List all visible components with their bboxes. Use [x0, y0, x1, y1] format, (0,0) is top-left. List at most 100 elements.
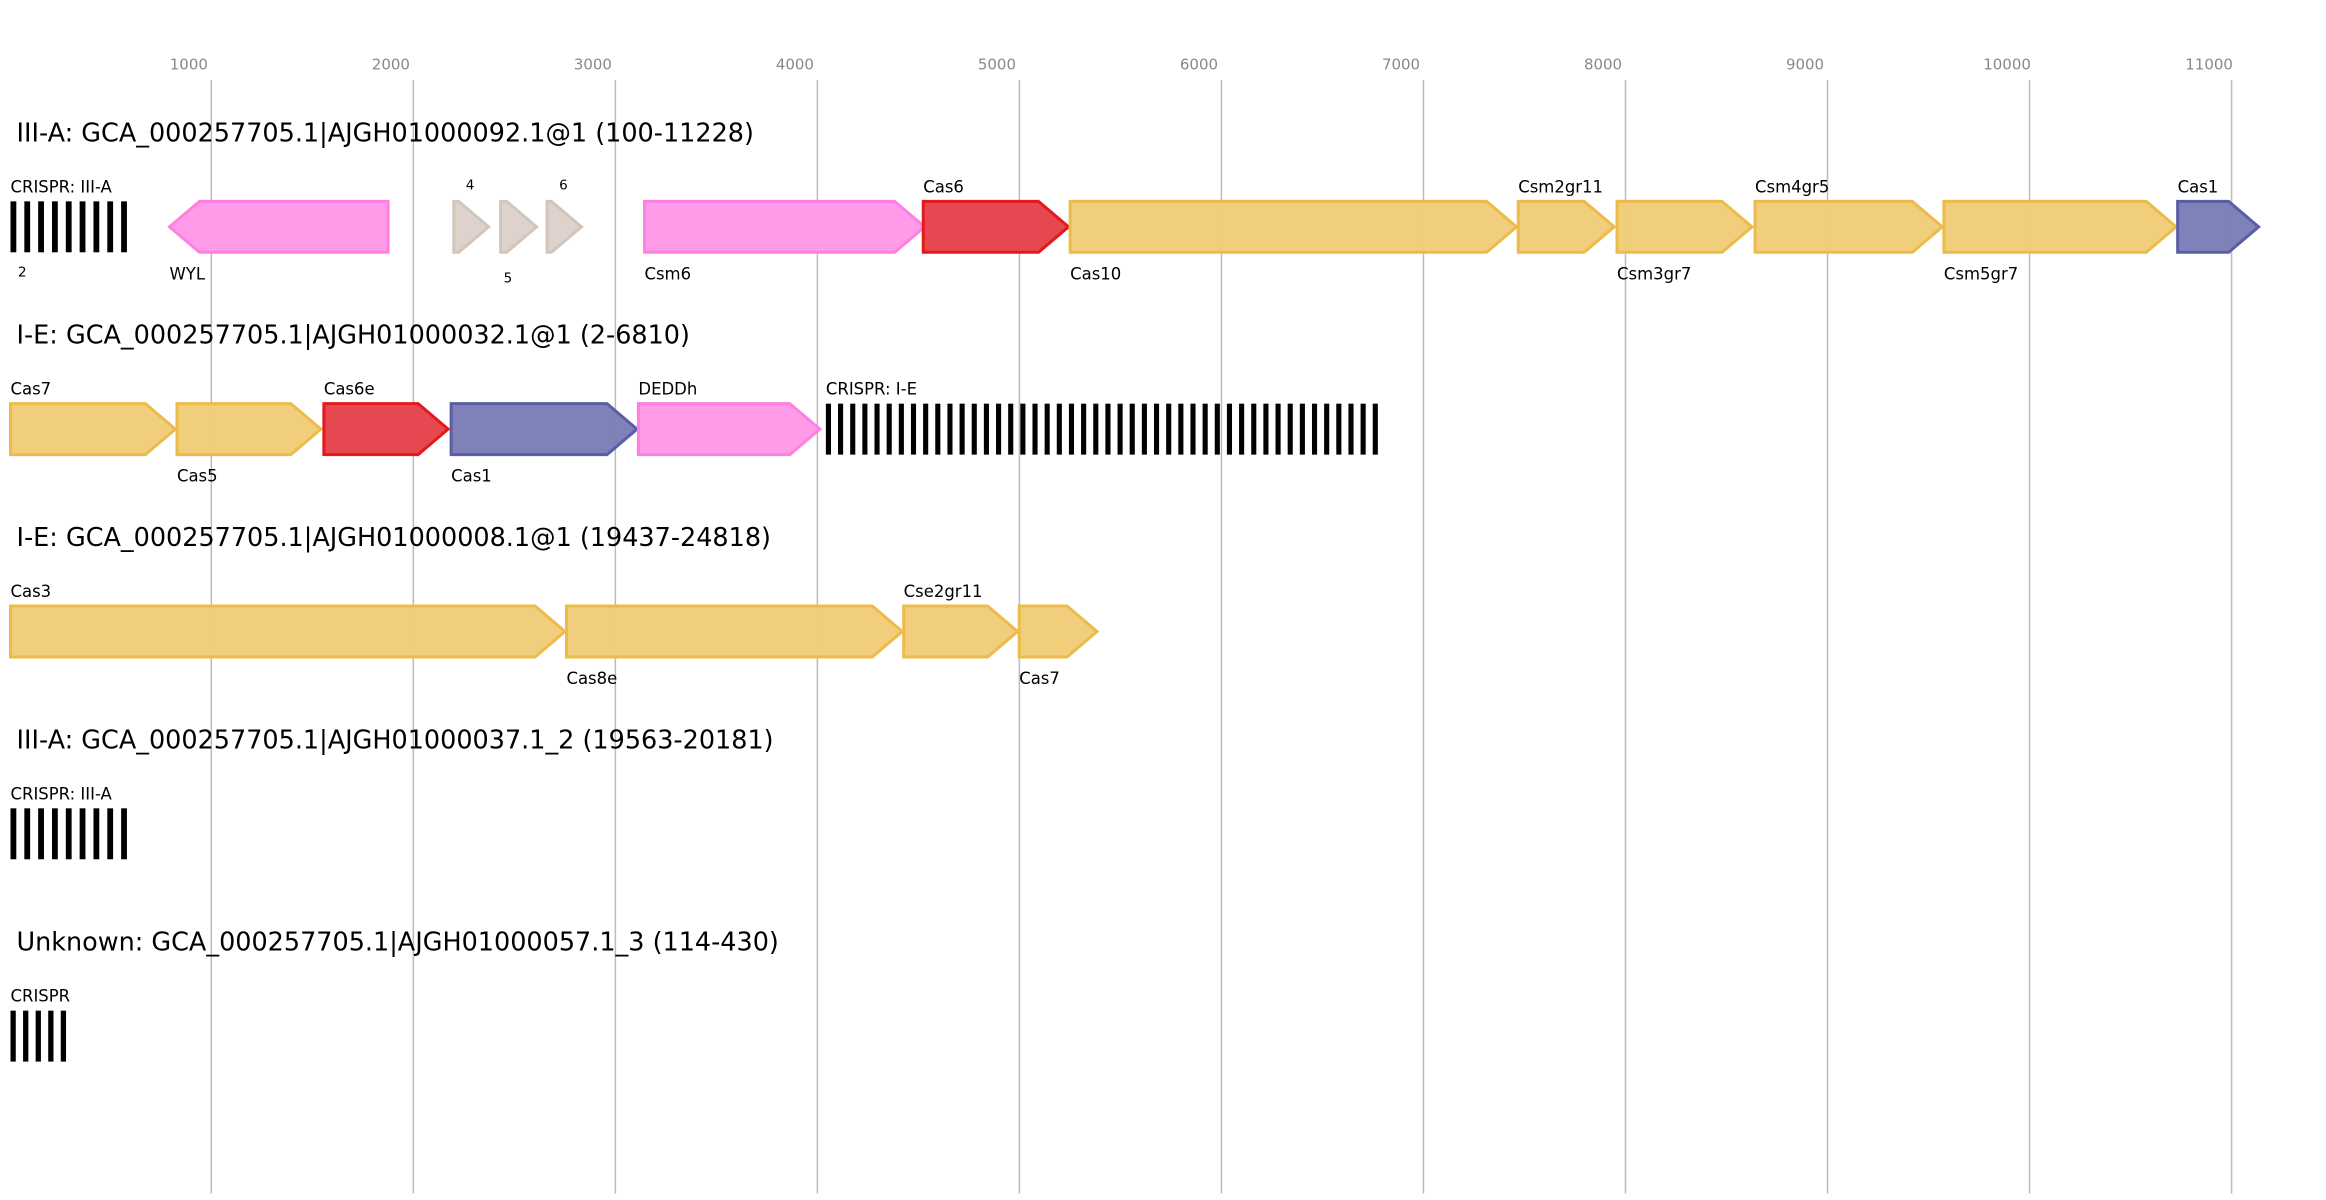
crispr-repeat [959, 403, 965, 455]
tick-label: 1000 [170, 55, 208, 73]
track-title: I-E: GCA_000257705.1|AJGH01000008.1@1 (1… [16, 523, 771, 553]
crispr-repeat [35, 1010, 41, 1062]
gene-arrow[interactable] [9, 604, 568, 659]
gene-arrow[interactable] [449, 402, 640, 457]
crispr-repeat [1081, 403, 1087, 455]
crispr-repeat [24, 201, 31, 253]
gene-arrow[interactable] [1516, 199, 1617, 254]
gene-arrow[interactable] [1615, 199, 1755, 254]
crispr-repeat [1202, 403, 1208, 455]
crispr-repeat [79, 201, 86, 253]
tick-label: 9000 [1786, 55, 1824, 73]
gene-arrow[interactable] [1942, 199, 2179, 254]
gene-label: 6 [559, 177, 568, 193]
gene-label: Cas7 [11, 380, 52, 399]
gene-label: Cas8e [566, 669, 617, 688]
crispr-repeat [79, 808, 86, 860]
crispr-repeat [93, 201, 100, 253]
gene-arrow[interactable] [642, 199, 927, 254]
crispr-repeat [947, 403, 953, 455]
track-title: III-A: GCA_000257705.1|AJGH01000092.1@1 … [16, 118, 753, 148]
gene-label: Csm5gr7 [1944, 264, 2018, 283]
gene-arrow[interactable] [564, 604, 905, 659]
gene-label: Csm4gr5 [1755, 177, 1829, 196]
gene-arrow[interactable] [545, 199, 584, 254]
gene-arrow[interactable] [1753, 199, 1945, 254]
crispr-repeat [1068, 403, 1075, 455]
gene-label: Cas7 [1019, 669, 1060, 688]
crispr-repeat [1348, 403, 1354, 455]
gene-arrow[interactable] [452, 199, 492, 254]
tick-label: 11000 [2185, 55, 2233, 73]
gene-label: Cas10 [1070, 264, 1121, 283]
crispr-repeat [10, 808, 17, 860]
crispr-repeat [910, 403, 917, 455]
crispr-repeat [1336, 403, 1342, 455]
gene-label: Cse2gr11 [904, 582, 983, 601]
gene-arrow[interactable] [1068, 199, 1519, 254]
crispr-repeat [1105, 403, 1111, 455]
gene-label: Csm2gr11 [1518, 177, 1603, 196]
tick-label: 2000 [372, 55, 410, 73]
crispr-repeat [1214, 403, 1220, 455]
tick-label: 8000 [1584, 55, 1622, 73]
gene-label: Cas6 [923, 177, 964, 196]
tick-label: 10000 [1983, 55, 2031, 73]
gene-label: Cas3 [11, 582, 52, 601]
crispr-repeat [51, 808, 58, 860]
crispr-repeat [10, 201, 17, 253]
crispr-repeat [10, 1010, 16, 1062]
tick-label: 3000 [574, 55, 612, 73]
crispr-repeat [996, 403, 1002, 455]
crispr-repeat [65, 808, 72, 860]
crispr-repeat [825, 403, 831, 455]
crispr-repeat [121, 808, 127, 860]
crispr-repeat [1360, 403, 1366, 455]
gene-arrow[interactable] [499, 199, 539, 254]
crispr-repeat [23, 1010, 29, 1062]
gene-arrow[interactable] [1017, 604, 1100, 659]
crispr-repeat [1239, 403, 1245, 455]
crispr-repeat [862, 403, 868, 455]
gene-label: Csm3gr7 [1617, 264, 1691, 283]
crispr-repeat [1263, 403, 1269, 455]
crispr-repeat [1190, 403, 1196, 455]
gene-arrow[interactable] [322, 402, 451, 457]
crispr-repeat [1275, 403, 1281, 455]
gene-arrow[interactable] [167, 199, 390, 254]
crispr-repeat [1056, 403, 1062, 455]
crispr-repeat [935, 403, 941, 455]
crispr-label: CRISPR [11, 987, 71, 1006]
gene-arrow[interactable] [902, 604, 1020, 659]
crispr-repeat [121, 201, 127, 253]
track: III-A: GCA_000257705.1|AJGH01000037.1_2 … [10, 725, 774, 860]
crispr-repeat [38, 201, 44, 253]
crispr-repeat [874, 403, 880, 455]
gene-arrow[interactable] [921, 199, 1071, 254]
gene-arrow[interactable] [636, 402, 823, 457]
crispr-label: CRISPR: III-A [11, 177, 113, 196]
crispr-repeat [24, 808, 31, 860]
track: I-E: GCA_000257705.1|AJGH01000032.1@1 (2… [9, 321, 1378, 486]
crispr-repeat [107, 808, 114, 860]
gene-arrow[interactable] [2176, 199, 2261, 254]
track-title: III-A: GCA_000257705.1|AJGH01000037.1_2 … [16, 725, 773, 755]
crispr-repeat [1311, 403, 1318, 455]
gene-label: Csm6 [644, 264, 691, 283]
gene-label: 4 [466, 177, 475, 193]
tick-label: 5000 [978, 55, 1016, 73]
crispr-repeat [1226, 403, 1233, 455]
crispr-repeat [923, 403, 929, 455]
tracks: III-A: GCA_000257705.1|AJGH01000092.1@1 … [9, 118, 2261, 1062]
gene-label: 5 [504, 270, 513, 286]
gene-label: Cas6e [324, 380, 375, 399]
track: I-E: GCA_000257705.1|AJGH01000008.1@1 (1… [9, 523, 1100, 688]
gene-arrow[interactable] [175, 402, 324, 457]
gene-arrow[interactable] [9, 402, 178, 457]
crispr-repeat [1372, 403, 1378, 455]
crispr-repeat [48, 1010, 54, 1062]
crispr-label: CRISPR: I-E [826, 380, 917, 399]
crispr-repeat [886, 403, 892, 455]
crispr-repeat [1324, 403, 1330, 455]
